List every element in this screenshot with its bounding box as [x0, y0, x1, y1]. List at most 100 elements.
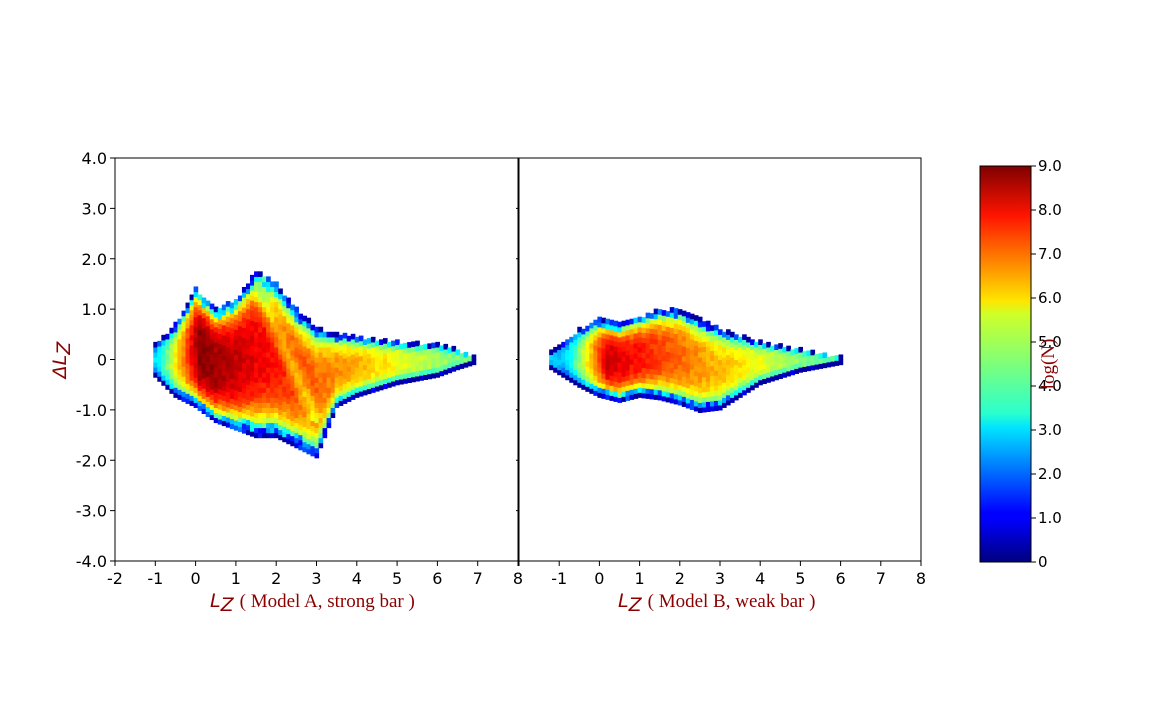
heatmap-cell — [278, 394, 283, 400]
heatmap-cell — [262, 412, 267, 419]
heatmap-cell — [258, 331, 263, 338]
heatmap-cell — [689, 379, 695, 385]
heatmap-cell — [645, 312, 651, 319]
heatmap-cell — [653, 318, 659, 325]
heatmap-cell — [625, 390, 631, 396]
heatmap-cell — [810, 364, 816, 371]
heatmap-cell — [419, 370, 424, 376]
heatmap-cell — [306, 327, 312, 334]
heatmap-cell — [278, 424, 283, 431]
heatmap-cell — [589, 357, 594, 364]
heatmap-cell — [774, 369, 779, 376]
heatmap-cell — [677, 384, 683, 391]
heatmap-cell — [597, 321, 603, 328]
heatmap-cell — [302, 421, 308, 428]
heatmap-cell — [270, 306, 275, 313]
heatmap-cell — [205, 335, 211, 342]
heatmap-cell — [641, 387, 647, 394]
heatmap-cell — [342, 388, 348, 394]
heatmap-cell — [705, 391, 711, 397]
heatmap-cell — [310, 445, 316, 452]
heatmap-cell — [153, 346, 158, 353]
heatmap-cell — [201, 317, 207, 324]
heatmap-cell — [693, 380, 699, 387]
heatmap-cell — [669, 362, 675, 369]
heatmap-cell — [705, 376, 711, 382]
heatmap-cell — [693, 400, 699, 407]
heatmap-cell — [197, 339, 203, 346]
heatmap-cell — [354, 336, 360, 343]
heatmap-cell — [201, 398, 207, 404]
heatmap-cell — [302, 330, 308, 337]
heatmap-cell — [734, 339, 739, 345]
heatmap-cell — [237, 371, 243, 377]
heatmap-cell — [617, 331, 623, 338]
heatmap-cell — [266, 316, 271, 323]
heatmap-cell — [262, 362, 267, 368]
heatmap-cell — [205, 310, 211, 317]
heatmap-cell — [294, 412, 299, 419]
heatmap-cell — [645, 393, 651, 399]
heatmap-cell — [387, 351, 392, 358]
heatmap-cell — [237, 300, 243, 307]
heatmap-cell — [557, 369, 562, 376]
heatmap-cell — [746, 351, 751, 358]
heatmap-cell — [250, 415, 255, 422]
heatmap-cell — [431, 357, 436, 364]
heatmap-cell — [169, 388, 175, 394]
heatmap-cell — [342, 383, 348, 389]
heatmap-cell — [173, 387, 179, 393]
heatmap-cell — [577, 351, 582, 358]
heatmap-cell — [197, 395, 203, 401]
heatmap-cell — [314, 422, 320, 429]
heatmap-cell — [705, 406, 711, 412]
heatmap-cell — [258, 402, 263, 408]
heatmap-cell — [423, 354, 428, 360]
heatmap-cell — [717, 334, 723, 340]
heatmap-cell — [609, 385, 615, 391]
heatmap-cell — [382, 383, 388, 390]
heatmap-cell — [625, 329, 631, 336]
heatmap-cell — [294, 362, 299, 368]
heatmap-cell — [306, 428, 312, 435]
heatmap-cell — [278, 333, 283, 340]
heatmap-cell — [657, 324, 663, 330]
heatmap-cell — [233, 409, 239, 416]
heatmap-cell — [637, 351, 643, 358]
heatmap-cell — [641, 332, 647, 338]
heatmap-cell — [613, 325, 619, 332]
heatmap-cell — [217, 403, 223, 410]
heatmap-cell — [362, 344, 368, 351]
heatmap-cell — [750, 369, 755, 376]
heatmap-cell — [201, 363, 207, 369]
heatmap-cell — [395, 354, 400, 361]
heatmap-cell — [709, 355, 715, 362]
heatmap-cell — [435, 372, 441, 378]
heatmap-cell — [601, 363, 607, 369]
heatmap-cell — [262, 341, 267, 348]
heatmap-cell — [621, 376, 627, 382]
heatmap-cell — [229, 403, 235, 409]
heatmap-cell — [165, 364, 171, 370]
heatmap-cell — [681, 361, 687, 367]
heatmap-cell — [387, 362, 392, 368]
heatmap-cell — [726, 384, 731, 391]
heatmap-cell — [653, 384, 659, 390]
heatmap-cell — [730, 341, 735, 348]
heatmap-cell — [770, 345, 775, 352]
heatmap-cell — [318, 356, 324, 363]
heatmap-cell — [399, 363, 404, 370]
heatmap-cell — [278, 293, 283, 300]
heatmap-cell — [189, 299, 195, 306]
heatmap-cell — [169, 337, 175, 344]
heatmap-cell — [266, 407, 271, 413]
heatmap-cell — [814, 353, 820, 360]
heatmap-cell — [673, 358, 679, 365]
heatmap-cell — [633, 352, 639, 359]
heatmap-cell — [274, 427, 279, 434]
heatmap-cell — [201, 408, 207, 414]
heatmap-cell — [455, 354, 461, 361]
heatmap-cell — [262, 367, 267, 373]
heatmap-cell — [431, 352, 436, 359]
heatmap-cell — [653, 389, 659, 395]
